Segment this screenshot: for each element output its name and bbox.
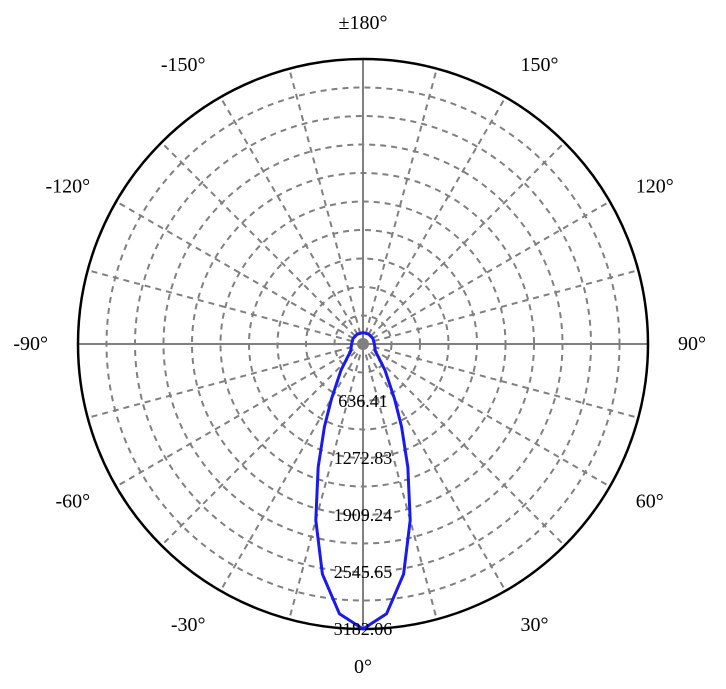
- angle-label: -90°: [13, 333, 48, 355]
- radial-label: 2545.65: [334, 562, 393, 582]
- angle-label: -120°: [46, 176, 91, 198]
- angle-label: 60°: [636, 491, 664, 513]
- radial-label: 636.41: [338, 391, 388, 411]
- angle-label: 0°: [354, 656, 372, 678]
- angle-label: ±180°: [339, 12, 388, 34]
- angle-label: 30°: [521, 614, 549, 636]
- angle-label: -60°: [56, 491, 91, 513]
- angle-label: -150°: [161, 54, 206, 76]
- angle-label: -30°: [171, 614, 206, 636]
- angle-label: 150°: [521, 54, 559, 76]
- radial-label: 3182.06: [334, 619, 393, 639]
- polar-chart: 636.41 1272.83 1909.24 2545.65 3182.06 ±180° 1…: [0, 0, 726, 689]
- angle-label: 120°: [636, 176, 674, 198]
- radial-label: 1909.24: [334, 505, 393, 525]
- angle-label: 90°: [678, 333, 706, 355]
- radial-label: 1272.83: [334, 448, 393, 468]
